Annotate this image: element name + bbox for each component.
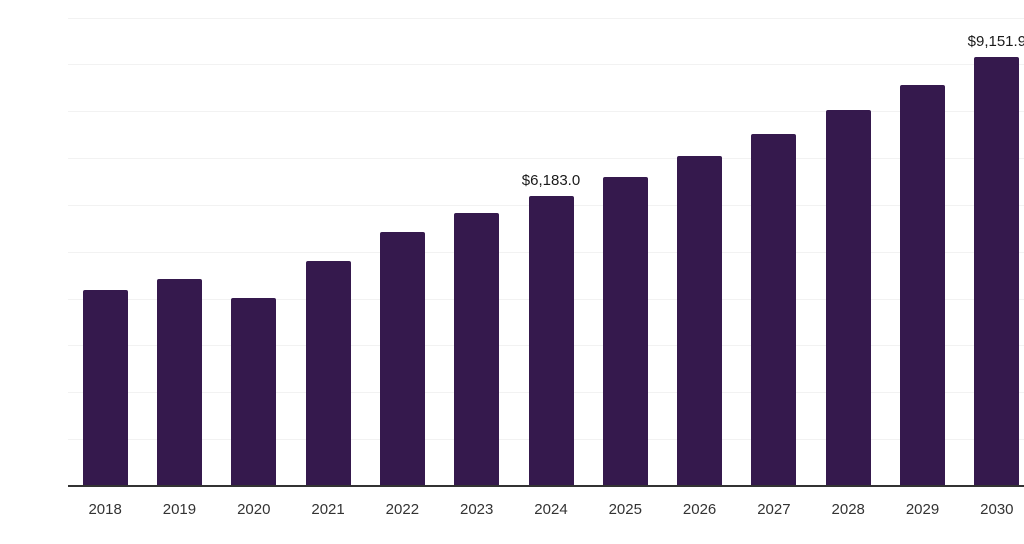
- bar-2030: [974, 57, 1020, 486]
- bar-2020: [231, 298, 277, 486]
- gridline-7000: [68, 158, 1024, 160]
- bar-2018: [82, 289, 128, 486]
- data-label-2030: $9,151.9: [967, 33, 1024, 51]
- x-tick-label-2023: 2023: [459, 501, 494, 518]
- bar-2023: [454, 213, 500, 486]
- bar-2025: [602, 176, 648, 486]
- x-tick-label-2026: 2026: [682, 501, 717, 518]
- x-tick-label-2030: 2030: [980, 501, 1014, 518]
- bar-2021: [305, 260, 351, 486]
- x-tick-label-2022: 2022: [385, 501, 420, 518]
- bar-2027: [751, 134, 797, 486]
- bar-2028: [825, 110, 871, 486]
- x-tick-label-2021: 2021: [311, 501, 345, 518]
- x-axis-line: [68, 485, 1024, 487]
- bar-2022: [379, 232, 425, 486]
- gridline-8000: [68, 111, 1024, 113]
- bar-2024: [528, 196, 574, 486]
- bar-chart: 2018 2019 2020 2021 2022 2023 2024 2025 2026 2027…: [40, 16, 1024, 528]
- bar-2019: [156, 278, 202, 486]
- x-tick-label-2027: 2027: [757, 501, 791, 518]
- gridline-10000: [68, 17, 1024, 19]
- x-tick-label-2020: 2020: [237, 501, 271, 518]
- x-tick-label-2025: 2025: [608, 501, 642, 518]
- x-tick-label-2018: 2018: [88, 501, 122, 518]
- x-tick-label-2024: 2024: [534, 501, 568, 518]
- gridline-9000: [68, 64, 1024, 66]
- bar-2029: [900, 84, 946, 486]
- bar-2026: [677, 156, 723, 486]
- data-label-2024: $6,183.0: [521, 172, 581, 190]
- x-tick-label-2029: 2029: [905, 501, 940, 518]
- x-tick-label-2019: 2019: [162, 501, 197, 518]
- x-tick-label-2028: 2028: [831, 501, 865, 518]
